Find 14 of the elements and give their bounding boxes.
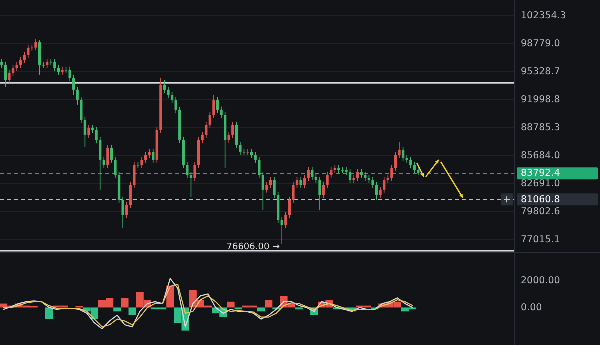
y-tick-label: 82691.0 <box>521 178 560 190</box>
y-tick-label: 88785.3 <box>521 122 560 134</box>
annotation: 76606.00 → <box>226 242 281 253</box>
y-tick-label: 2000.00 <box>521 275 560 286</box>
y-tick-label: 91998.8 <box>521 94 560 106</box>
y-tick-label: 79802.6 <box>521 206 560 218</box>
y-tick-label: 85684.0 <box>521 150 560 162</box>
y-tick-label: 95328.7 <box>521 66 560 78</box>
y-tick-label: 0.00 <box>521 302 542 314</box>
ref-line-label: 83792.4 <box>521 168 560 180</box>
y-tick-label: 77015.1 <box>521 234 560 246</box>
y-tick-label: 102354.3 <box>521 10 566 22</box>
ref-line-label: 81060.8 <box>521 194 560 206</box>
y-tick-label: 98779.0 <box>521 38 560 50</box>
